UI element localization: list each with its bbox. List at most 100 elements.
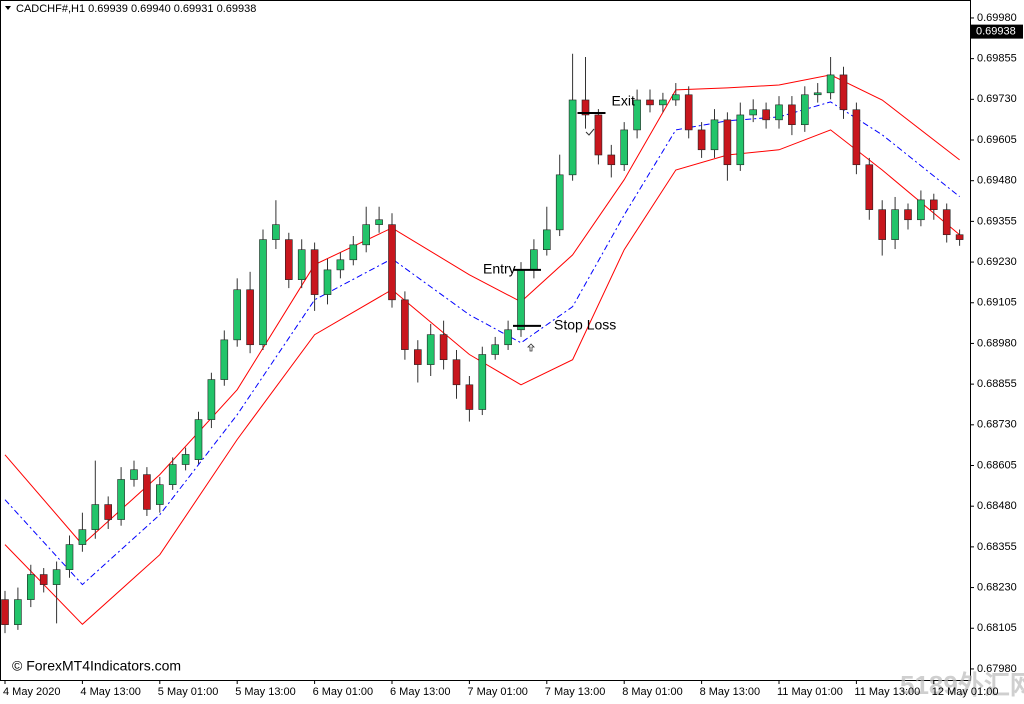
candle-body bbox=[233, 289, 241, 341]
annotation-label: Stop Loss bbox=[554, 317, 616, 333]
candle-body bbox=[478, 354, 487, 410]
candle-body bbox=[310, 249, 319, 295]
y-tick-label: 0.68855 bbox=[977, 378, 1017, 390]
x-tick-label: 8 May 01:00 bbox=[622, 686, 683, 698]
candle-body bbox=[39, 574, 48, 585]
plot-frame bbox=[0, 0, 971, 681]
candle-body bbox=[723, 119, 732, 166]
watermark: © ForexMT4Indicators.com bbox=[12, 658, 181, 674]
candle-body bbox=[26, 574, 35, 600]
candle-body bbox=[194, 419, 203, 460]
x-tick-label: 11 May 01:00 bbox=[777, 686, 843, 698]
y-tick-label: 0.68605 bbox=[977, 459, 1017, 471]
x-tick-label: 6 May 13:00 bbox=[390, 686, 451, 698]
candle-body bbox=[878, 209, 887, 240]
candle-body bbox=[775, 104, 783, 121]
x-tick-label: 5 May 01:00 bbox=[158, 686, 219, 698]
candle-body bbox=[555, 174, 564, 231]
y-tick-label: 0.68980 bbox=[977, 337, 1017, 349]
band-lower bbox=[4, 129, 960, 625]
candle-body bbox=[929, 199, 938, 210]
candle-body bbox=[697, 129, 706, 151]
annotation-label: Exit bbox=[612, 93, 635, 109]
y-tick-label: 0.69105 bbox=[977, 297, 1017, 309]
candle-body bbox=[375, 219, 383, 225]
candle-body bbox=[659, 99, 667, 106]
candle-body bbox=[297, 249, 306, 280]
candle-body bbox=[710, 119, 719, 151]
candle-body bbox=[504, 329, 512, 346]
x-tick-label: 8 May 13:00 bbox=[700, 686, 761, 698]
y-tick-label: 0.68730 bbox=[977, 419, 1017, 431]
candle-body bbox=[491, 344, 500, 355]
candle-body bbox=[955, 234, 964, 240]
candle-body bbox=[426, 334, 435, 365]
candle-body bbox=[826, 74, 835, 94]
x-tick-label: 7 May 13:00 bbox=[545, 686, 606, 698]
candle-body bbox=[272, 224, 280, 240]
candle-body bbox=[646, 99, 654, 106]
candle-body bbox=[736, 114, 745, 166]
candle-body bbox=[246, 289, 254, 346]
y-tick-label: 0.69730 bbox=[977, 93, 1017, 105]
candle-body bbox=[156, 484, 164, 505]
y-tick-label: 0.69480 bbox=[977, 175, 1017, 187]
candle-body bbox=[800, 94, 809, 126]
candle-body bbox=[104, 504, 112, 520]
candle-body bbox=[78, 529, 87, 545]
candle-body bbox=[207, 379, 216, 420]
exit-check bbox=[585, 128, 595, 136]
candle-body bbox=[852, 109, 861, 166]
candle-body bbox=[633, 99, 641, 131]
y-tick-label: 0.68355 bbox=[977, 541, 1017, 553]
candle-body bbox=[1, 599, 9, 625]
y-tick-label: 0.68105 bbox=[977, 622, 1017, 634]
candle-body bbox=[401, 299, 409, 350]
candle-body bbox=[917, 199, 925, 221]
candle-body bbox=[220, 339, 229, 380]
candle-body bbox=[891, 209, 899, 240]
candle-body bbox=[762, 109, 770, 121]
candle-body bbox=[349, 244, 358, 261]
candle-body bbox=[620, 129, 629, 166]
annotation-label: Entry bbox=[483, 261, 516, 277]
candle-body bbox=[362, 224, 371, 246]
menu-arrow bbox=[5, 6, 11, 10]
candle-body bbox=[14, 599, 22, 625]
x-tick-label: 12 May 01:00 bbox=[932, 686, 999, 698]
candle-body bbox=[788, 104, 796, 126]
candle-body bbox=[143, 474, 151, 510]
candle-body bbox=[117, 479, 125, 520]
candle-body bbox=[168, 464, 177, 486]
x-tick-label: 5 May 13:00 bbox=[235, 686, 296, 698]
last-price-label: 0.69938 bbox=[976, 26, 1016, 38]
candle-body bbox=[530, 249, 538, 271]
candle-body bbox=[52, 569, 61, 585]
x-tick-label: 4 May 13:00 bbox=[80, 686, 141, 698]
y-tick-label: 0.68480 bbox=[977, 500, 1017, 512]
y-tick-label: 0.69230 bbox=[977, 256, 1017, 268]
candle-body bbox=[452, 359, 461, 386]
candle-body bbox=[91, 504, 100, 530]
chart-header: CADCHF#,H1 0.69939 0.69940 0.69931 0.699… bbox=[16, 3, 256, 15]
candle-body bbox=[684, 94, 693, 131]
candle-body bbox=[259, 239, 267, 346]
candle-body bbox=[65, 544, 74, 570]
y-tick-label: 0.69605 bbox=[977, 134, 1017, 146]
candle-body bbox=[671, 94, 680, 101]
candle-body bbox=[594, 114, 603, 156]
candle-body bbox=[607, 154, 616, 166]
candle-body bbox=[517, 269, 525, 331]
candle-body bbox=[388, 224, 396, 301]
y-tick-label: 0.68230 bbox=[977, 581, 1017, 593]
candle-body bbox=[181, 454, 190, 465]
y-tick-label: 0.67980 bbox=[977, 663, 1017, 675]
x-tick-label: 7 May 01:00 bbox=[467, 686, 528, 698]
y-tick-label: 0.69855 bbox=[977, 53, 1017, 65]
x-tick-label: 4 May 2020 bbox=[3, 686, 60, 698]
candle-body bbox=[542, 229, 551, 250]
watermark-site: 5189外汇网 bbox=[900, 670, 1024, 700]
x-tick-label: 11 May 13:00 bbox=[854, 686, 920, 698]
candle-body bbox=[336, 259, 345, 271]
